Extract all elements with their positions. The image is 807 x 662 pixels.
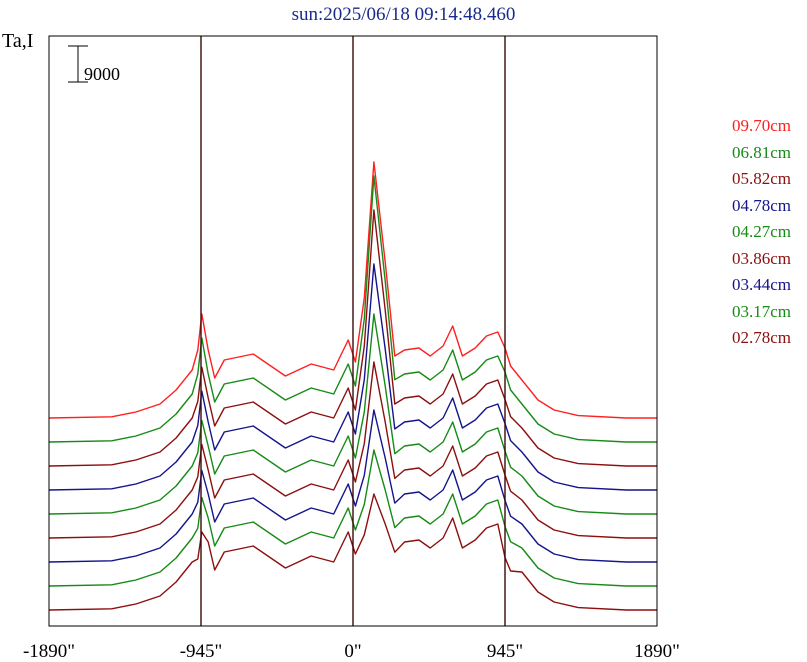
plot-frame <box>48 35 658 627</box>
legend-item: 03.17cm <box>732 301 792 321</box>
legend-item: 02.78cm <box>732 328 792 347</box>
legend-item: 06.81cm <box>732 142 792 162</box>
scale-bar <box>68 45 88 83</box>
series-line-0278cm <box>48 493 657 611</box>
x-tick-label: 0" <box>344 641 361 662</box>
series-line-0317cm <box>48 449 657 587</box>
legend-item: 09.70cm <box>732 116 792 135</box>
scale-bar-label: 9000 <box>84 64 120 84</box>
series-line-0582cm <box>48 209 657 467</box>
y-axis-label: Ta,I <box>2 30 34 52</box>
legend-item: 04.78cm <box>732 195 792 215</box>
x-tick-label: 1890" <box>634 641 680 662</box>
series-line-0427cm <box>48 313 657 515</box>
series-line-0344cm <box>48 409 657 563</box>
x-tick-label: -1890" <box>23 641 75 662</box>
series-line-0681cm <box>48 175 657 443</box>
series-line-0386cm <box>48 361 657 539</box>
legend-item: 03.86cm <box>732 248 792 268</box>
chart-title: sun:2025/06/18 09:14:48.460 <box>291 4 516 25</box>
legend-item: 03.44cm <box>732 275 792 294</box>
legend-item: 05.82cm <box>732 169 792 188</box>
series-line-0970cm <box>48 161 657 419</box>
legend-item: 04.27cm <box>732 222 792 241</box>
series-line-0478cm <box>48 263 657 491</box>
x-tick-label: -945" <box>180 641 223 662</box>
x-tick-label: 945" <box>487 641 523 662</box>
